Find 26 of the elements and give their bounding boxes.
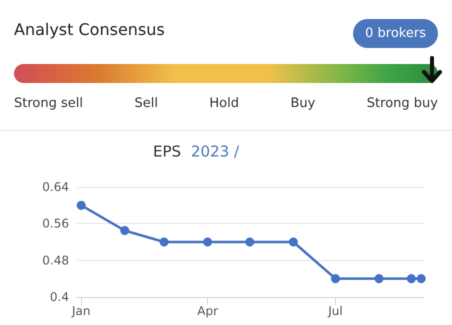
text: Hold <box>209 96 239 111</box>
y-tick-label: 0.56 <box>42 216 69 231</box>
chart-title: EPS <box>153 142 182 160</box>
point <box>416 274 426 284</box>
point <box>160 238 169 246</box>
text: Analyst Consensus <box>14 20 165 39</box>
x-tick-label: Apr <box>197 304 218 318</box>
text: Strong sell <box>14 96 83 111</box>
point <box>331 274 340 284</box>
text: Sell <box>134 96 158 111</box>
point <box>406 274 416 284</box>
x-tick-label: Jul <box>327 304 343 318</box>
point <box>203 238 212 246</box>
point <box>120 226 130 236</box>
point <box>76 200 86 210</box>
chart-subtitle: 2023 / <box>191 142 240 160</box>
point <box>374 274 384 284</box>
point <box>288 238 298 246</box>
text: Buy <box>290 96 316 111</box>
text: Strong buy <box>366 96 438 111</box>
y-tick-label: 0.48 <box>42 253 69 268</box>
text: 0 brokers <box>353 19 438 48</box>
y-tick-label: 0.64 <box>42 180 69 194</box>
x-tick-label: Jan <box>70 304 90 318</box>
y-tick-label: 0.4 <box>50 290 69 304</box>
point <box>245 238 254 246</box>
